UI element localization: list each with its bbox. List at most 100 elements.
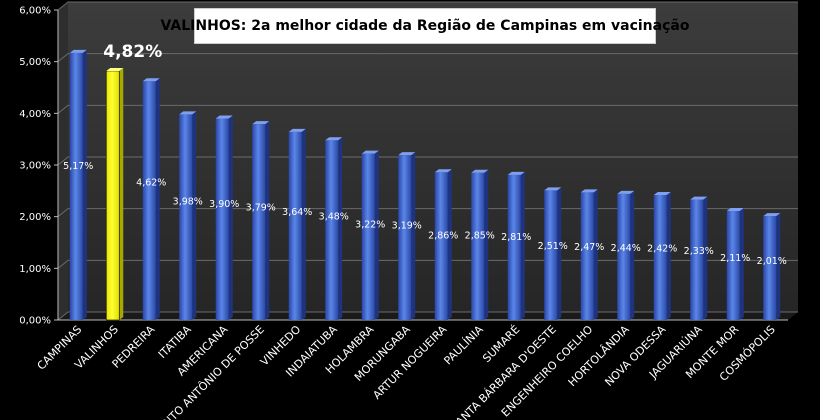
bar-value-label: 2,33%: [684, 246, 714, 257]
bar-side: [374, 150, 379, 320]
bar-top: [763, 213, 781, 217]
bar: [471, 169, 489, 320]
bar-side: [301, 128, 306, 320]
bar-value-label: 3,19%: [392, 220, 422, 231]
bar-top: [325, 137, 343, 141]
bar-side: [411, 152, 416, 320]
bar: [653, 191, 671, 320]
bar-top: [288, 128, 306, 132]
bar-front: [580, 192, 594, 320]
y-tick-label: 1,00%: [19, 264, 51, 275]
bar-side: [520, 171, 525, 320]
bar-top: [507, 171, 525, 175]
bar-top: [653, 191, 671, 195]
bar-value-label: 2,44%: [611, 243, 641, 254]
bar: [215, 115, 233, 320]
bar-side: [447, 169, 452, 320]
y-tick-label: 6,00%: [19, 6, 51, 17]
bar-side: [739, 207, 744, 320]
bar-front: [142, 81, 156, 320]
bar-front: [252, 124, 266, 320]
bar-value-label: 2,81%: [501, 232, 531, 243]
bar-value-label: 2,51%: [538, 241, 568, 252]
bar-front: [215, 118, 229, 320]
bar-front: [544, 190, 558, 320]
bar-front: [179, 114, 193, 320]
bar-value-label: 2,86%: [428, 230, 458, 241]
bar-value-label: 3,22%: [355, 220, 385, 231]
bar-side: [666, 191, 671, 320]
bar-top: [617, 190, 635, 194]
bar: [105, 67, 124, 321]
bar-top: [69, 49, 87, 53]
bar-top: [434, 169, 452, 173]
bar: [325, 137, 343, 320]
bar-side: [776, 213, 781, 320]
bar: [142, 78, 160, 320]
bar-side: [265, 121, 270, 320]
y-tick-label: 5,00%: [19, 57, 51, 68]
bar-front: [69, 52, 83, 321]
bar-top: [544, 187, 562, 191]
bar-value-label: 3,90%: [209, 199, 239, 210]
bar: [179, 111, 197, 320]
bar-value-label: 2,42%: [647, 243, 677, 254]
bar: [544, 187, 562, 320]
bar-side: [593, 189, 598, 320]
bar-front: [105, 70, 120, 321]
bar-side: [338, 137, 343, 320]
bar: [580, 189, 598, 320]
bar: [398, 152, 416, 320]
bar-side: [82, 49, 87, 321]
bar-top: [215, 115, 233, 119]
bar: [69, 49, 87, 321]
plot-floor: [58, 312, 798, 320]
bar-value-label: 3,48%: [319, 212, 349, 223]
bar-front: [288, 131, 302, 320]
bar-side: [228, 115, 233, 320]
bar-side: [155, 78, 160, 320]
bar-value-label: 2,11%: [720, 253, 750, 264]
bar-front: [325, 140, 339, 320]
bar: [763, 213, 781, 320]
bar-value-label: 2,01%: [757, 256, 787, 267]
bar-value-label: 3,64%: [282, 207, 312, 218]
y-tick-label: 4,00%: [19, 109, 51, 120]
gridline: [57, 156, 798, 166]
bar-top: [252, 121, 270, 125]
bar-top: [179, 111, 197, 115]
x-category-label: PAULÍNIA: [441, 323, 486, 368]
bar: [252, 121, 270, 320]
bar-side: [119, 67, 124, 320]
chart-title: VALINHOS: 2a melhor cidade da Região de …: [160, 18, 690, 34]
bar: [361, 150, 379, 320]
bar-front: [726, 210, 740, 320]
y-tick-label: 2,00%: [19, 212, 51, 223]
bar-top: [361, 150, 379, 154]
bar-front: [690, 199, 704, 320]
bar-value-label: 5,17%: [63, 161, 93, 172]
bar: [690, 196, 708, 320]
bar-front: [507, 174, 521, 320]
bar: [507, 171, 525, 320]
bar-side: [484, 169, 489, 320]
gridline: [57, 1, 798, 11]
bar: [288, 128, 306, 320]
bar-value-label: 2,47%: [574, 242, 604, 253]
gridline: [57, 104, 798, 114]
bar-top: [106, 67, 124, 71]
bar-value-label: 2,85%: [465, 231, 495, 242]
bar: [617, 190, 635, 320]
y-tick-label: 3,00%: [19, 161, 51, 172]
bar: [434, 169, 452, 320]
bar-value-label: 3,79%: [246, 202, 276, 213]
y-tick-label: 0,00%: [19, 316, 51, 327]
bar-top: [142, 78, 160, 82]
bar-value-label: 4,62%: [136, 178, 166, 189]
bar: [726, 207, 744, 320]
bar-value-label: 3,98%: [173, 197, 203, 208]
bar-front: [617, 193, 631, 320]
gridline: [57, 53, 798, 63]
bar-side: [630, 190, 635, 320]
